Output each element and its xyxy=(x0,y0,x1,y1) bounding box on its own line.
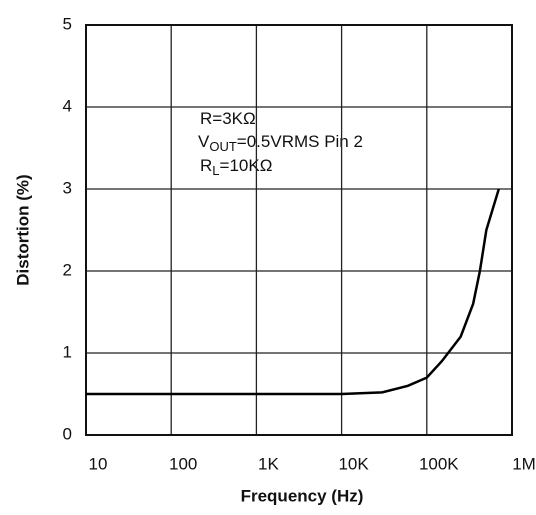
y-tick-label: 2 xyxy=(63,260,72,279)
x-tick-label: 10 xyxy=(89,454,108,473)
annotation-sub: OUT xyxy=(209,139,237,154)
annotation-text: V xyxy=(198,132,210,151)
y-tick-label: 0 xyxy=(63,424,72,443)
annotation: VOUT=0.5VRMS Pin 2 xyxy=(198,132,363,154)
annotation-text: =10KΩ xyxy=(220,156,273,175)
annotation-text: =0.5VRMS Pin 2 xyxy=(237,132,363,151)
x-tick-label: 100K xyxy=(419,454,459,473)
plot-frame xyxy=(85,24,513,436)
annotation-text: R xyxy=(200,156,212,175)
x-axis-label: Frequency (Hz) xyxy=(241,486,364,505)
y-axis-label: Distortion (%) xyxy=(13,174,32,285)
data-line xyxy=(86,188,500,396)
annotation-text: R=3KΩ xyxy=(200,109,256,128)
y-tick-label: 5 xyxy=(63,14,72,33)
x-tick-label: 1M xyxy=(512,454,536,473)
y-tick-label: 4 xyxy=(63,96,72,115)
annotation-sub: L xyxy=(212,163,219,178)
y-tick-label: 1 xyxy=(63,342,72,361)
x-tick-label: 1K xyxy=(258,454,279,473)
x-tick-label: 10K xyxy=(338,454,369,473)
x-tick-label: 100 xyxy=(169,454,197,473)
annotation: R=3KΩ xyxy=(200,109,256,128)
y-tick-label: 3 xyxy=(63,178,72,197)
annotation: RL=10KΩ xyxy=(200,156,272,178)
